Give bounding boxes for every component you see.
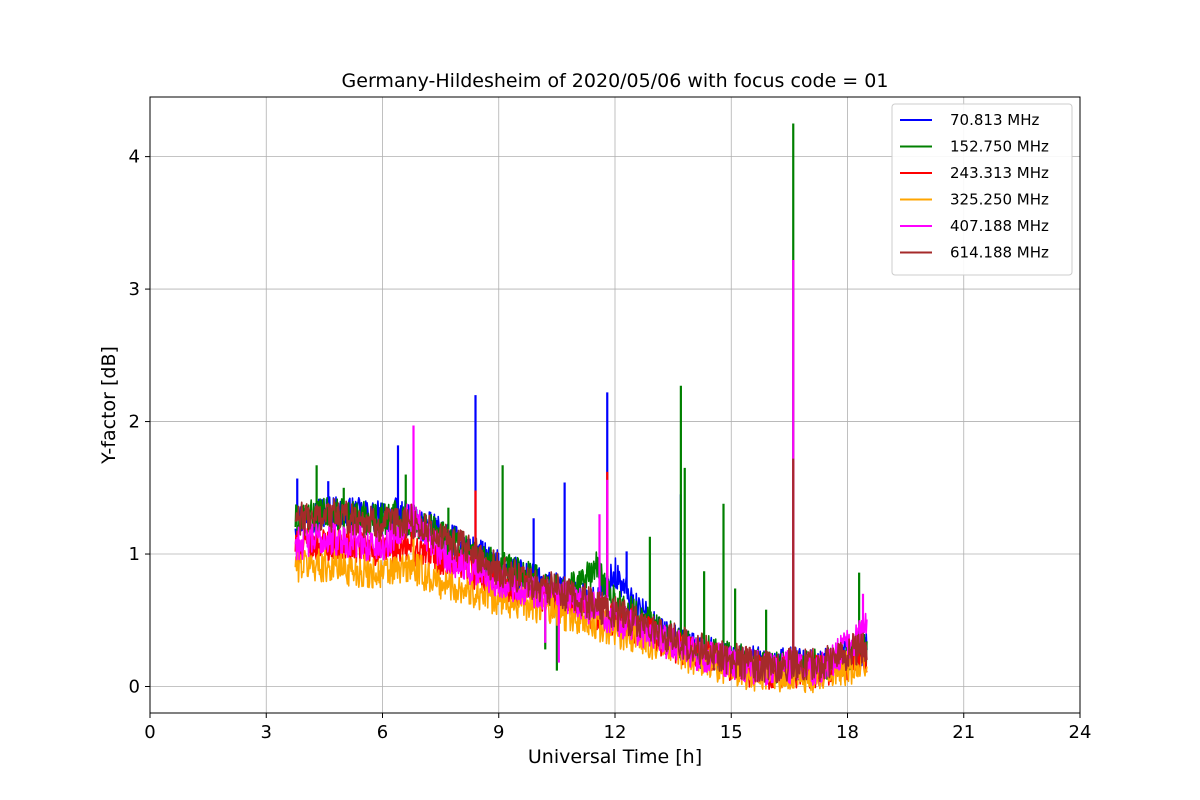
legend-label: 152.750 MHz <box>950 138 1049 156</box>
legend-label: 243.313 MHz <box>950 164 1049 182</box>
x-tick-label: 0 <box>144 722 155 743</box>
legend-box <box>891 103 1073 276</box>
legend-label: 70.813 MHz <box>950 111 1039 129</box>
x-tick-label: 18 <box>836 722 859 743</box>
legend: 70.813 MHz 152.750 MHz 243.313 MHz 325.250 … <box>891 103 1073 276</box>
data-series <box>294 123 868 694</box>
x-tick-label: 24 <box>1069 722 1092 743</box>
x-tick-label: 15 <box>720 722 743 743</box>
series-5 <box>294 458 868 684</box>
y-tick-label: 4 <box>129 147 140 168</box>
x-tick-label: 12 <box>604 722 627 743</box>
y-tick-label: 2 <box>129 412 140 433</box>
x-tick-label: 6 <box>377 722 388 743</box>
legend-label: 325.250 MHz <box>950 191 1049 209</box>
series-line <box>294 498 868 684</box>
chart-title: Germany-Hildesheim of 2020/05/06 with fo… <box>342 70 889 92</box>
x-tick-label: 3 <box>261 722 272 743</box>
series-line <box>294 503 868 686</box>
y-tick-label: 0 <box>129 677 140 698</box>
x-axis-label: Universal Time [h] <box>528 746 702 768</box>
x-tick-label: 9 <box>493 722 504 743</box>
y-axis-label: Y-factor [dB] <box>98 346 120 465</box>
legend-label: 407.188 MHz <box>950 217 1049 235</box>
y-tick-label: 1 <box>129 544 140 565</box>
legend-label: 614.188 MHz <box>950 244 1049 262</box>
x-tick-label: 21 <box>952 722 975 743</box>
y-tick-label: 3 <box>129 279 140 300</box>
